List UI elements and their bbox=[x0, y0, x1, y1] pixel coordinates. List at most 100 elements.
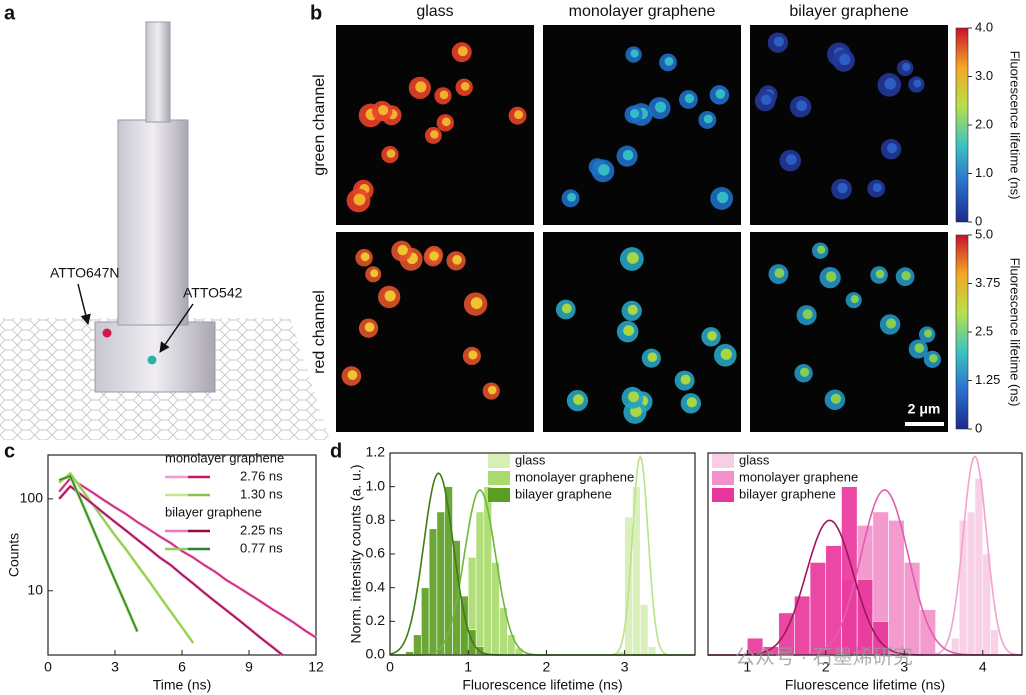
x-tick-label: 0 bbox=[386, 659, 394, 675]
legend-swatch bbox=[712, 471, 734, 485]
emitter-core bbox=[457, 46, 468, 57]
x-tick-label: 4 bbox=[979, 659, 987, 675]
column-title: glass bbox=[416, 3, 453, 20]
x-tick-label: 2 bbox=[822, 659, 830, 675]
column-title: bilayer graphene bbox=[789, 3, 908, 20]
panel-letter: c bbox=[4, 440, 15, 462]
emitter-core bbox=[680, 374, 691, 385]
emitter-core bbox=[347, 370, 358, 380]
decay-curve bbox=[58, 474, 139, 633]
emitter-core bbox=[914, 343, 925, 353]
colorbar-title: Fluorescence lifetime (ns) bbox=[1008, 258, 1023, 407]
colorbar-tick-label: 2.5 bbox=[975, 323, 993, 338]
x-axis-label: Fluorescence lifetime (ns) bbox=[462, 677, 622, 693]
emitter-core bbox=[573, 394, 584, 405]
histogram-bar bbox=[856, 578, 874, 656]
y-tick-label: 100 bbox=[20, 490, 44, 506]
x-tick-label: 0 bbox=[44, 659, 52, 675]
emitter-core bbox=[468, 350, 478, 360]
emitter-core bbox=[796, 100, 807, 112]
emitter-core bbox=[707, 330, 717, 341]
legend-group: bilayer graphene bbox=[165, 504, 262, 519]
histogram-bar bbox=[809, 562, 827, 656]
emitter-core bbox=[773, 36, 784, 47]
emitter-core bbox=[452, 255, 462, 265]
legend-swatch bbox=[488, 488, 510, 502]
histogram-bar bbox=[436, 511, 446, 656]
emitter-core bbox=[664, 56, 674, 66]
y-tick-label: 1.2 bbox=[366, 444, 386, 460]
y-tick-label: 0.6 bbox=[366, 545, 386, 561]
x-tick-label: 6 bbox=[178, 659, 186, 675]
emitter-core bbox=[623, 325, 635, 336]
emitter-core bbox=[785, 154, 797, 166]
colorbar bbox=[955, 234, 969, 430]
emitter-core bbox=[799, 367, 810, 377]
emitter-core bbox=[353, 193, 366, 206]
colorbar-title: Fluorescence lifetime (ns) bbox=[1008, 51, 1023, 200]
plot-frame bbox=[707, 452, 1023, 656]
legend-label: glass bbox=[515, 452, 546, 467]
legend-label: bilayer graphene bbox=[515, 486, 612, 501]
histogram-bar bbox=[966, 511, 976, 656]
decay-fit bbox=[58, 475, 138, 632]
emitter-core bbox=[716, 191, 729, 204]
emitter-core bbox=[720, 348, 732, 360]
emitter-core bbox=[929, 354, 938, 363]
legend-label: 2.25 ns bbox=[240, 522, 283, 537]
emitter-core bbox=[884, 77, 897, 90]
y-axis-label: Counts bbox=[6, 533, 22, 577]
colorbar-tick-label: 2.0 bbox=[975, 116, 993, 131]
x-tick-label: 1 bbox=[743, 659, 751, 675]
emitter-core bbox=[774, 268, 785, 279]
emitter-core bbox=[514, 110, 524, 120]
histogram-bar bbox=[919, 609, 936, 656]
histogram-bar bbox=[647, 646, 657, 656]
legend-swatch bbox=[488, 454, 510, 468]
emitter-core bbox=[850, 295, 859, 304]
panel-letter: b bbox=[310, 2, 322, 24]
histogram-bar bbox=[903, 562, 921, 656]
emitter-core bbox=[837, 182, 848, 194]
row-label: green channel bbox=[311, 74, 328, 175]
emitter-core bbox=[839, 53, 851, 66]
histogram-bar bbox=[420, 587, 430, 656]
arrow bbox=[77, 283, 91, 326]
legend-label: glass bbox=[739, 452, 770, 467]
emitter-core bbox=[715, 89, 726, 99]
emitter-core bbox=[872, 183, 882, 193]
emitter-core bbox=[913, 79, 922, 88]
emitter-core bbox=[360, 252, 370, 262]
colorbar-tick-label: 3.75 bbox=[975, 275, 1000, 290]
x-axis-label: Time (ns) bbox=[153, 677, 212, 693]
y-tick-label: 0.2 bbox=[366, 612, 386, 628]
colorbar bbox=[955, 27, 969, 223]
y-tick-label: 10 bbox=[27, 581, 43, 597]
x-tick-label: 12 bbox=[308, 659, 324, 675]
legend-label: monolayer graphene bbox=[739, 469, 858, 484]
histogram-bar bbox=[990, 629, 999, 656]
pillar-mid bbox=[117, 119, 189, 326]
emitter-core bbox=[647, 352, 658, 362]
dye-label: ATTO542 bbox=[183, 285, 243, 301]
emitter-core bbox=[627, 304, 638, 315]
x-axis-label: Fluorescence lifetime (ns) bbox=[785, 677, 945, 693]
column-title: monolayer graphene bbox=[569, 3, 716, 20]
row-label: red channel bbox=[311, 290, 328, 374]
dye-label: ATTO647N bbox=[50, 265, 120, 281]
emitter-core bbox=[825, 271, 837, 282]
emitter-core bbox=[622, 149, 634, 161]
emitter-core bbox=[830, 393, 842, 404]
emitter-core bbox=[415, 81, 427, 93]
decay-fit bbox=[58, 472, 194, 644]
colorbar-tick-label: 5.0 bbox=[975, 226, 993, 241]
legend-swatch bbox=[488, 471, 510, 485]
emitter-core bbox=[370, 269, 379, 278]
histogram-bar bbox=[475, 511, 485, 656]
legend-label: 2.76 ns bbox=[240, 468, 283, 483]
emitter-core bbox=[902, 62, 911, 72]
y-tick-label: 0.4 bbox=[366, 578, 386, 594]
histogram-bar bbox=[888, 520, 905, 656]
emitter-core bbox=[630, 109, 640, 119]
